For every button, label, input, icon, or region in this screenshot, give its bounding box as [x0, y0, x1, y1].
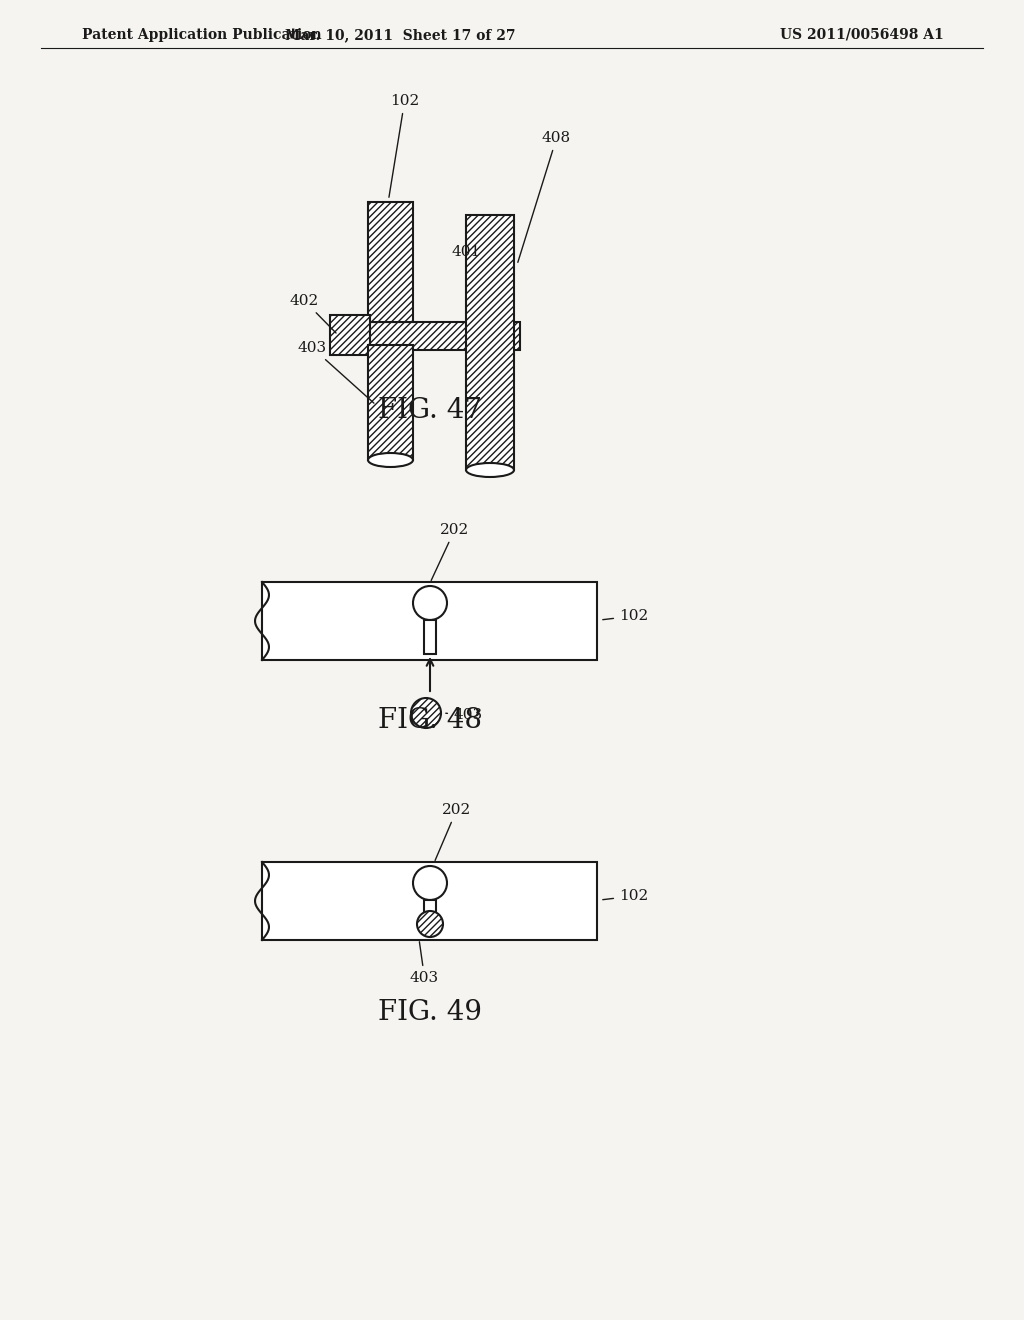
Bar: [368, 202, 413, 322]
Text: 202: 202: [431, 523, 469, 581]
Bar: [262, 862, 597, 940]
Text: 408: 408: [518, 131, 571, 263]
Ellipse shape: [466, 463, 514, 477]
Text: Mar. 10, 2011  Sheet 17 of 27: Mar. 10, 2011 Sheet 17 of 27: [285, 28, 515, 42]
Text: US 2011/0056498 A1: US 2011/0056498 A1: [780, 28, 944, 42]
Bar: [424, 620, 436, 653]
Circle shape: [411, 698, 441, 729]
Text: 102: 102: [603, 888, 648, 903]
Text: 102: 102: [603, 609, 648, 623]
Text: FIG. 48: FIG. 48: [378, 706, 482, 734]
Bar: [466, 215, 514, 470]
Text: 403: 403: [410, 941, 439, 985]
Circle shape: [413, 586, 447, 620]
Text: 403: 403: [445, 708, 482, 722]
Ellipse shape: [368, 453, 413, 467]
Circle shape: [413, 866, 447, 900]
Text: 403: 403: [298, 341, 374, 403]
Text: Patent Application Publication: Patent Application Publication: [82, 28, 322, 42]
Text: FIG. 49: FIG. 49: [378, 998, 482, 1026]
Text: 401: 401: [452, 246, 481, 259]
Bar: [345, 322, 520, 350]
Text: 202: 202: [435, 803, 471, 861]
Bar: [368, 345, 413, 459]
Bar: [330, 315, 370, 355]
Circle shape: [417, 911, 443, 937]
Bar: [262, 582, 597, 660]
Text: 402: 402: [290, 294, 336, 333]
Text: 102: 102: [389, 94, 419, 197]
Bar: [424, 900, 436, 935]
Text: FIG. 47: FIG. 47: [378, 396, 482, 424]
